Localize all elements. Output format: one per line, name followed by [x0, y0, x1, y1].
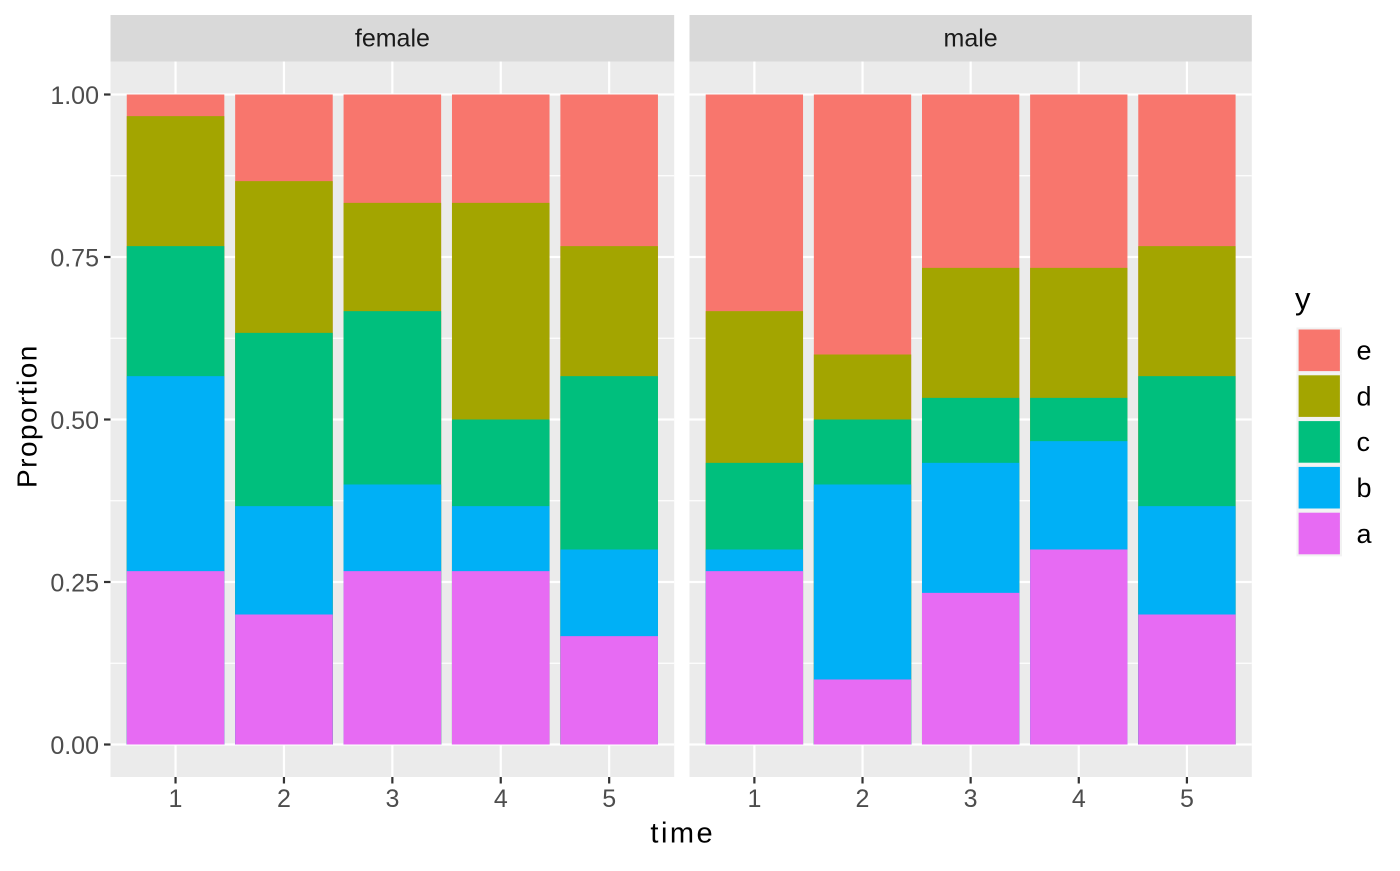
- svg-text:2: 2: [856, 785, 870, 813]
- svg-text:2: 2: [277, 785, 291, 813]
- svg-text:b: b: [1357, 473, 1372, 503]
- svg-text:y: y: [1295, 281, 1311, 316]
- svg-text:0.75: 0.75: [50, 245, 99, 273]
- svg-text:e: e: [1357, 336, 1372, 366]
- svg-text:3: 3: [385, 785, 399, 813]
- svg-text:time: time: [650, 818, 715, 850]
- svg-text:1: 1: [747, 785, 761, 813]
- svg-text:a: a: [1357, 519, 1373, 549]
- svg-text:5: 5: [602, 785, 616, 813]
- svg-text:1.00: 1.00: [50, 82, 99, 110]
- svg-text:1: 1: [169, 785, 183, 813]
- svg-text:0.00: 0.00: [50, 732, 99, 760]
- svg-text:0.25: 0.25: [50, 570, 99, 598]
- svg-text:c: c: [1357, 427, 1371, 457]
- svg-text:4: 4: [494, 785, 508, 813]
- svg-text:5: 5: [1180, 785, 1194, 813]
- svg-text:d: d: [1357, 381, 1372, 411]
- svg-text:3: 3: [964, 785, 978, 813]
- svg-text:Proportion: Proportion: [12, 344, 43, 488]
- svg-text:4: 4: [1072, 785, 1086, 813]
- svg-text:female: female: [355, 24, 430, 52]
- svg-text:male: male: [944, 24, 998, 52]
- svg-text:0.50: 0.50: [50, 407, 99, 435]
